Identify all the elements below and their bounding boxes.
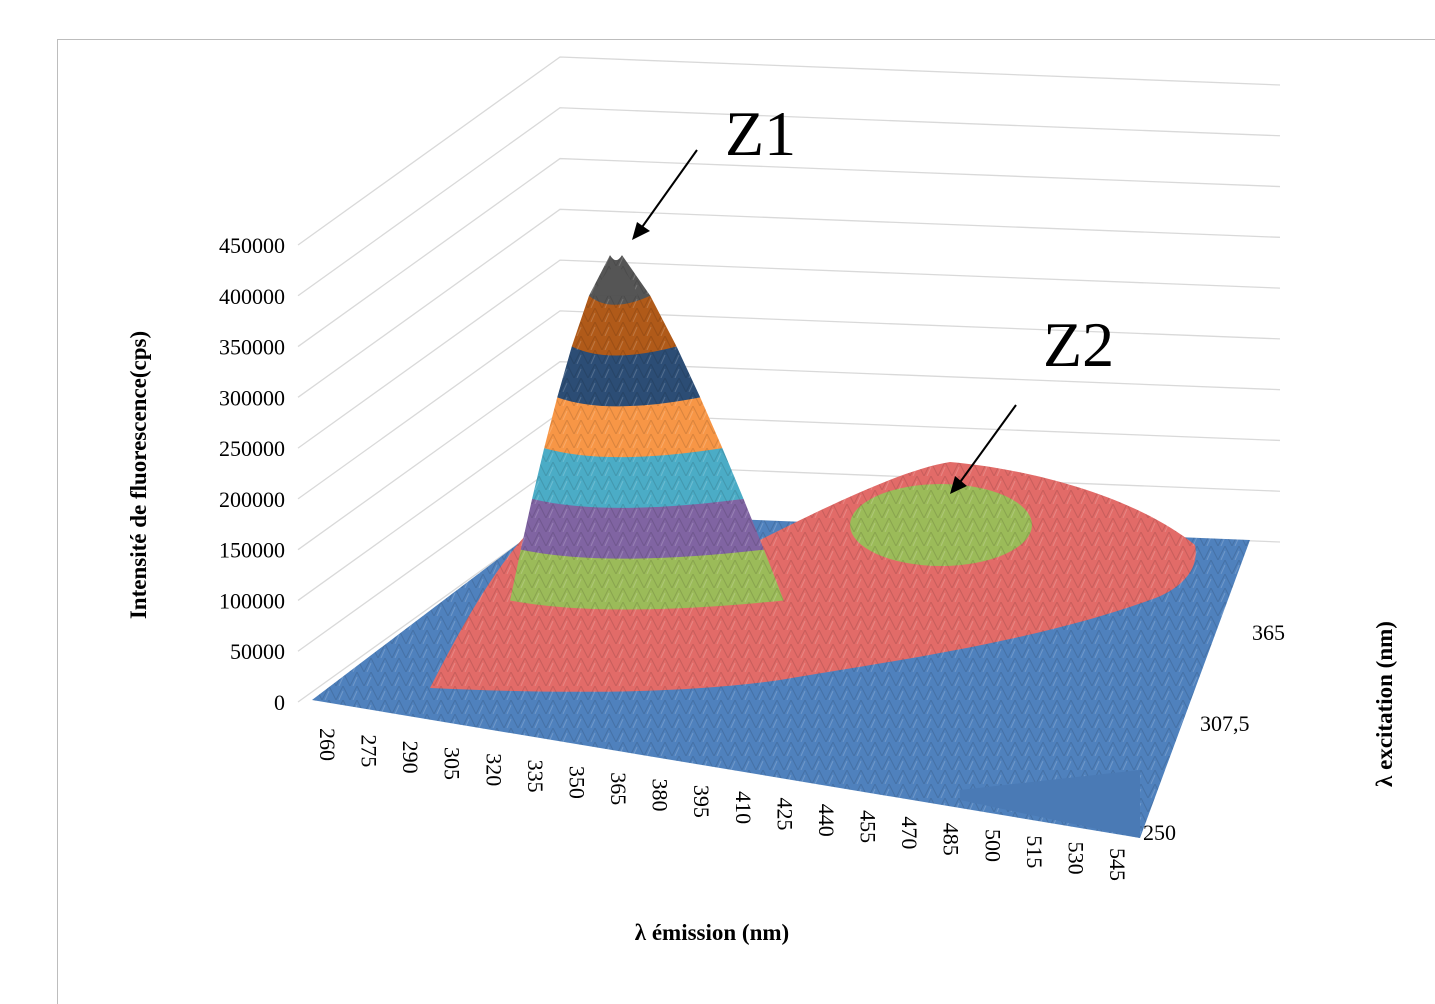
- chart-frame: [57, 39, 1435, 1004]
- z-tick-label: 250000: [219, 436, 285, 461]
- gridline: [297, 259, 1281, 449]
- y-axis-title: λ excitation (nm): [1372, 621, 1397, 787]
- x-tick-label: 320: [481, 753, 506, 786]
- x-axis-title: λ émission (nm): [635, 920, 789, 945]
- peak-apex: [594, 267, 638, 296]
- z-tick-label: 450000: [219, 233, 285, 258]
- peak-band-texture: [571, 295, 677, 356]
- x-tick-label: 275: [357, 734, 382, 767]
- x-tick-label: 305: [440, 747, 465, 780]
- peak-band-texture: [499, 600, 804, 669]
- z-axis-ticks: 0 50000 100000 150000 200000 250000 300000 3500…: [219, 233, 285, 715]
- y-tick-label: 250: [1143, 820, 1176, 845]
- gridline: [297, 107, 1281, 297]
- gridline: [297, 157, 1281, 348]
- z-tick-label: 300000: [219, 385, 285, 410]
- x-tick-label: 290: [398, 741, 423, 774]
- z-tick-label: 200000: [219, 487, 285, 512]
- gridline: [297, 361, 1281, 551]
- z-axis-title: Intensité de fluorescence(cps): [126, 331, 151, 619]
- x-tick-label: 260: [315, 728, 340, 761]
- peak-band-texture: [544, 397, 723, 458]
- peak-band-texture: [520, 498, 764, 559]
- x-tick-label: 425: [772, 797, 797, 830]
- annotation-z2-arrow: [957, 404, 1017, 486]
- y-tick-label: 307,5: [1200, 711, 1250, 736]
- z-tick-label: 150000: [219, 538, 285, 563]
- x-tick-label: 500: [980, 829, 1005, 862]
- x-tick-label: 335: [523, 760, 548, 793]
- x-tick-label: 395: [689, 785, 714, 818]
- z-tick-label: 0: [274, 690, 285, 715]
- gridline: [297, 310, 1281, 500]
- z-tick-label: 50000: [230, 639, 285, 664]
- x-tick-label: 440: [814, 804, 839, 837]
- peak-band-texture: [557, 346, 701, 407]
- gridline: [297, 56, 1281, 246]
- x-tick-label: 485: [939, 823, 964, 856]
- x-tick-label: 530: [1063, 842, 1088, 875]
- x-tick-label: 410: [731, 791, 756, 824]
- x-tick-label: 455: [856, 810, 881, 843]
- x-tick-label: 470: [897, 816, 922, 849]
- x-tick-label: 350: [564, 766, 589, 799]
- y-axis-ticks: 250 307,5 365: [1143, 620, 1285, 845]
- z-tick-label: 400000: [219, 284, 285, 309]
- peak-band-texture: [510, 549, 784, 610]
- x-tick-label: 515: [1022, 835, 1047, 868]
- annotation-z2-arrowhead: [950, 476, 967, 494]
- z1-peak: [499, 255, 804, 669]
- annotation-z1-arrowhead: [632, 222, 650, 240]
- z2-plateau: [850, 484, 1032, 566]
- annotation-z2: Z2: [1043, 309, 1114, 380]
- peak-band-texture: [532, 448, 744, 508]
- gridline: [297, 208, 1281, 398]
- annotation-z1-arrow: [639, 149, 698, 231]
- x-tick-label: 365: [606, 772, 631, 805]
- z-tick-label: 350000: [219, 335, 285, 360]
- y-tick-label: 365: [1252, 620, 1285, 645]
- x-tick-label: 545: [1105, 848, 1130, 881]
- x-axis-ticks: 260 275 290 305 320 335 350 365 380 395 410 425 440 4…: [315, 728, 1130, 881]
- z-tick-label: 100000: [219, 588, 285, 613]
- annotation-z1: Z1: [725, 98, 796, 169]
- x-tick-label: 380: [648, 779, 673, 812]
